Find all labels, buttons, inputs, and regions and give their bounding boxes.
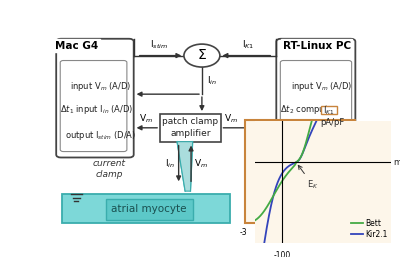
Bar [106, 199, 193, 220]
Text: $\Delta t_2$ compute: $\Delta t_2$ compute [280, 104, 335, 116]
Circle shape [184, 44, 220, 67]
Text: V$_m$: V$_m$ [194, 158, 208, 170]
FancyBboxPatch shape [56, 39, 134, 158]
Text: atrial myocyte: atrial myocyte [112, 204, 187, 214]
Text: patch clamp
amplifier: patch clamp amplifier [162, 117, 218, 138]
Text: I$_{in}$: I$_{in}$ [206, 74, 217, 87]
Polygon shape [177, 142, 193, 191]
FancyBboxPatch shape [276, 39, 355, 158]
Text: $\Sigma$: $\Sigma$ [197, 48, 207, 62]
FancyBboxPatch shape [60, 61, 127, 152]
Text: pA/pF: pA/pF [320, 117, 344, 126]
Text: mV: mV [393, 158, 400, 167]
Text: I$_{K1}$: I$_{K1}$ [323, 104, 335, 117]
Text: input V$_m$ (A/D): input V$_m$ (A/D) [70, 80, 132, 93]
Text: V$_m$: V$_m$ [139, 112, 153, 125]
Text: current
clamp: current clamp [92, 159, 126, 179]
Legend: Bett, Kir2.1: Bett, Kir2.1 [351, 219, 387, 239]
FancyBboxPatch shape [280, 61, 352, 152]
Text: E$_K$: E$_K$ [298, 165, 318, 191]
Text: output I$_{K1}$ (D/A): output I$_{K1}$ (D/A) [289, 129, 355, 142]
Bar [62, 194, 230, 223]
Bar [160, 114, 220, 142]
Text: output I$_{stim}$ (D/A): output I$_{stim}$ (D/A) [65, 129, 136, 142]
Text: I$_{in}$: I$_{in}$ [165, 158, 175, 170]
Text: I$_{K1}$: I$_{K1}$ [242, 38, 254, 51]
Text: $\Delta t_1$ input I$_{in}$ (A/D): $\Delta t_1$ input I$_{in}$ (A/D) [60, 104, 134, 116]
Text: I$_{stim}$: I$_{stim}$ [150, 38, 168, 51]
Text: Mac G4: Mac G4 [55, 41, 98, 51]
Bar [321, 106, 337, 114]
Text: input V$_m$ (A/D): input V$_m$ (A/D) [291, 80, 353, 93]
Text: V$_m$: V$_m$ [224, 112, 238, 125]
Text: RT-Linux PC: RT-Linux PC [282, 41, 351, 51]
Bar [245, 120, 355, 223]
